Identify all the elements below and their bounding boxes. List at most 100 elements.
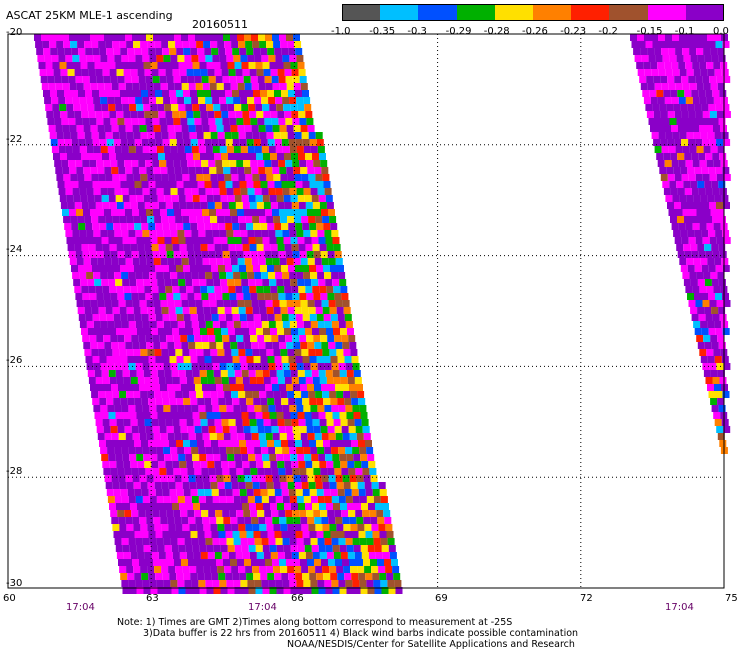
swath-cell: [287, 41, 295, 48]
swath-cell: [125, 34, 132, 41]
swath-cell: [94, 237, 102, 244]
swath-cell: [142, 447, 150, 454]
swath-cell: [101, 62, 109, 69]
swath-cell: [719, 153, 727, 160]
swath-cell: [279, 433, 287, 440]
swath-cell: [301, 132, 309, 139]
swath-cell: [96, 426, 104, 433]
swath-cell: [155, 356, 163, 363]
swath-cell: [60, 69, 68, 76]
swath-cell: [165, 419, 173, 426]
swath-cell: [244, 125, 252, 132]
swath-cell: [361, 461, 369, 468]
swath-cell: [161, 482, 169, 489]
swath-cell: [264, 251, 272, 258]
swath-cell: [354, 503, 361, 510]
swath-cell: [195, 559, 202, 566]
swath-cell: [256, 244, 264, 251]
swath-cell: [721, 258, 729, 265]
swath-cell: [339, 370, 347, 377]
swath-cell: [681, 139, 689, 146]
swath-cell: [265, 34, 272, 41]
swath-cell: [122, 237, 130, 244]
swath-cell: [122, 587, 130, 594]
swath-cell: [188, 433, 196, 440]
swath-cell: [134, 573, 142, 580]
swath-cell: [705, 377, 713, 384]
swath-cell: [136, 454, 144, 461]
swath-cell: [50, 139, 58, 146]
swath-cell: [148, 90, 155, 97]
swath-cell: [338, 538, 346, 545]
swath-cell: [214, 328, 221, 335]
swath-cell: [706, 349, 714, 356]
swath-cell: [187, 293, 195, 300]
swath-cell: [185, 279, 193, 286]
swath-cell: [365, 531, 373, 538]
swath-cell: [65, 97, 73, 104]
swath-cell: [301, 174, 309, 181]
swath-cell: [87, 237, 95, 244]
swath-cell: [227, 412, 235, 419]
swath-cell: [238, 132, 246, 139]
swath-cell: [708, 167, 716, 174]
swath-cell: [715, 293, 722, 300]
swath-cell: [207, 461, 215, 468]
swath-cell: [327, 510, 335, 517]
swath-cell: [147, 41, 155, 48]
swath-cell: [105, 41, 113, 48]
swath-cell: [274, 181, 282, 188]
swath-cell: [303, 405, 311, 412]
swath-cell: [180, 293, 188, 300]
swath-cell: [363, 475, 371, 482]
swath-cell: [279, 559, 286, 566]
swath-cell: [218, 48, 226, 55]
swath-cell: [73, 104, 81, 111]
swath-cell: [200, 377, 208, 384]
swath-cell: [293, 517, 301, 524]
swath-cell: [227, 454, 235, 461]
swath-cell: [136, 195, 144, 202]
swath-cell: [710, 48, 718, 55]
swath-cell: [221, 461, 229, 468]
swath-cell: [202, 475, 210, 482]
swath-cell: [210, 307, 218, 314]
swath-cell: [337, 265, 344, 272]
swath-cell: [222, 335, 230, 342]
swath-cell: [707, 384, 714, 391]
swath-cell: [80, 279, 88, 286]
swath-cell: [301, 349, 309, 356]
swath-cell: [319, 461, 327, 468]
swath-cell: [288, 440, 295, 447]
swath-cell: [187, 335, 195, 342]
swath-cell: [308, 566, 316, 573]
swath-cell: [292, 76, 300, 83]
swath-cell: [692, 125, 699, 132]
swath-cell: [309, 356, 317, 363]
swath-cell: [109, 286, 117, 293]
swath-cell: [295, 223, 303, 230]
swath-cell: [212, 321, 220, 328]
swath-cell: [91, 307, 99, 314]
swath-cell: [695, 111, 703, 118]
swath-cell: [701, 293, 708, 300]
swath-cell: [355, 426, 363, 433]
swath-cell: [171, 545, 179, 552]
swath-cell: [669, 181, 677, 188]
swath-cell: [232, 440, 239, 447]
swath-cell: [281, 223, 289, 230]
swath-cell: [257, 251, 265, 258]
swath-cell: [322, 216, 330, 223]
swath-cell: [263, 69, 271, 76]
swath-cell: [180, 426, 188, 433]
swath-cell: [250, 160, 258, 167]
swath-cell: [148, 573, 156, 580]
swath-cell: [78, 48, 86, 55]
swath-cell: [640, 83, 648, 90]
swath-cell: [92, 90, 99, 97]
swath-cell: [72, 55, 80, 62]
swath-cell: [236, 293, 244, 300]
swath-cell: [187, 251, 195, 258]
swath-cell: [684, 153, 692, 160]
swath-cell: [328, 384, 335, 391]
